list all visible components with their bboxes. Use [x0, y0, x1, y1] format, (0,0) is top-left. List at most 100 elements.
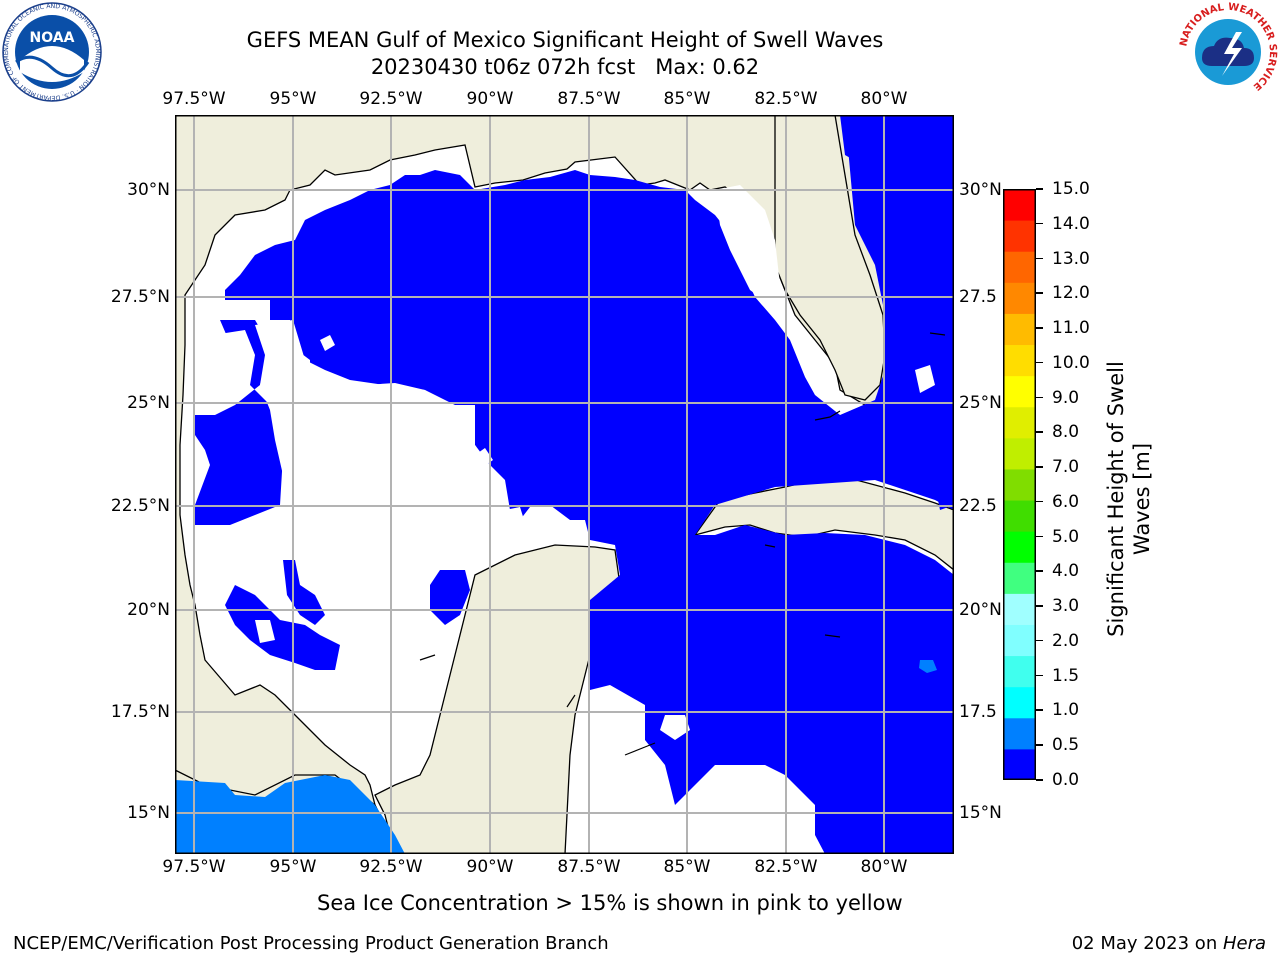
noaa-logo: NATIONAL OCEANIC AND ATMOSPHERIC ADMINIS… — [0, 0, 102, 102]
colorbar-tick-label: 12.0 — [1052, 283, 1090, 304]
colorbar-tick-mark — [1036, 431, 1043, 433]
lat-label-right: 17.5 — [959, 702, 997, 722]
colorbar-segment — [1003, 748, 1036, 780]
colorbar-tick-label: 1.0 — [1052, 700, 1080, 721]
lat-label-left: 17.5°N — [110, 702, 170, 722]
map-grid — [175, 115, 954, 854]
lat-label-right: 15°N — [959, 803, 1002, 823]
lon-label-top: 92.5°W — [359, 89, 423, 109]
lon-label-top: 87.5°W — [557, 89, 621, 109]
colorbar-segment — [1003, 624, 1036, 657]
colorbar-segment — [1003, 562, 1036, 594]
colorbar-tick-mark — [1036, 605, 1043, 607]
noaa-logo-text: NOAA — [30, 30, 75, 46]
lon-label-bottom: 82.5°W — [754, 857, 818, 877]
colorbar-tick-label: 5.0 — [1052, 526, 1080, 547]
lat-label-left: 22.5°N — [110, 496, 170, 516]
colorbar-segment — [1003, 500, 1036, 532]
colorbar-tick-mark — [1036, 709, 1043, 711]
colorbar-segment — [1003, 251, 1036, 283]
colorbar-segment — [1003, 375, 1036, 408]
colorbar-tick-mark — [1036, 327, 1043, 329]
lon-label-top: 82.5°W — [754, 89, 818, 109]
nws-logo: NATIONAL WEATHER SERVICE — [1178, 2, 1278, 102]
colorbar-tick-mark — [1036, 639, 1043, 642]
colorbar-tick-mark — [1036, 466, 1043, 468]
lon-label-top: 95°W — [269, 89, 317, 109]
colorbar-segment — [1003, 593, 1036, 625]
colorbar-tick-label: 14.0 — [1052, 213, 1090, 234]
lon-label-top: 80°W — [860, 89, 908, 109]
colorbar-tick-label: 4.0 — [1052, 561, 1080, 582]
lat-label-left: 27.5°N — [110, 287, 170, 307]
lon-label-top: 90°W — [466, 89, 514, 109]
yucatan-land — [374, 544, 621, 854]
colorbar-tick-mark — [1036, 500, 1043, 503]
lon-label-bottom: 97.5°W — [162, 857, 226, 877]
colorbar-tick-mark — [1036, 292, 1043, 294]
lon-label-top: 97.5°W — [162, 89, 226, 109]
map-panel — [175, 115, 954, 854]
colorbar-segment — [1003, 282, 1036, 314]
footer-credit: NCEP/EMC/Verification Post Processing Pr… — [13, 933, 609, 954]
colorbar-tick-label: 0.5 — [1052, 735, 1080, 756]
swell-spot-mid — [919, 660, 937, 673]
colorbar-tick-mark — [1036, 222, 1043, 225]
colorbar-label-line1: Significant Height of Swell — [1104, 361, 1128, 637]
lat-label-right: 27.5 — [959, 287, 997, 307]
colorbar-segment — [1003, 406, 1036, 439]
colorbar — [1003, 189, 1036, 780]
colorbar-tick-mark — [1036, 674, 1043, 677]
florida-land — [774, 115, 886, 401]
colorbar-tick-label: 0.0 — [1052, 770, 1080, 790]
map-frame — [175, 115, 954, 854]
sea-ice-note: Sea Ice Concentration > 15% is shown in … — [317, 891, 903, 915]
colorbar-label-line2: Waves [m] — [1130, 442, 1154, 556]
colorbar-tick-mark — [1036, 361, 1043, 364]
lat-label-right: 25°N — [959, 393, 1002, 413]
lat-label-right: 20°N — [959, 600, 1002, 620]
colorbar-segment — [1003, 655, 1036, 688]
colorbar-segment — [1003, 717, 1036, 750]
lat-label-left: 15°N — [127, 803, 170, 823]
lon-label-bottom: 80°W — [860, 857, 908, 877]
map-title: GEFS MEAN Gulf of Mexico Significant Hei… — [246, 28, 884, 52]
colorbar-tick-label: 9.0 — [1052, 387, 1080, 408]
footer-date: 02 May 2023 on Hera — [1072, 933, 1266, 954]
colorbar-tick-label: 2.0 — [1052, 630, 1080, 651]
colorbar-tick-label: 10.0 — [1052, 352, 1090, 373]
lat-label-left: 20°N — [127, 600, 170, 620]
lon-label-bottom: 90°W — [466, 857, 514, 877]
coastline-details — [419, 332, 946, 756]
colorbar-tick-label: 13.0 — [1052, 248, 1090, 269]
colorbar-segment — [1003, 437, 1036, 470]
colorbar-tick-label: 6.0 — [1052, 491, 1080, 512]
lat-label-left: 30°N — [127, 180, 170, 200]
colorbar-segment — [1003, 344, 1036, 377]
colorbar-tick-label: 1.5 — [1052, 665, 1080, 686]
lon-label-bottom: 85°W — [663, 857, 711, 877]
lon-label-bottom: 95°W — [269, 857, 317, 877]
lat-label-right: 22.5 — [959, 496, 997, 516]
colorbar-tick-label: 3.0 — [1052, 596, 1080, 617]
colorbar-tick-mark — [1036, 779, 1043, 781]
colorbar-tick-label: 15.0 — [1052, 179, 1090, 199]
map-subtitle: 20230430 t06z 072h fcst Max: 0.62 — [370, 55, 760, 79]
lat-label-right: 30°N — [959, 180, 1002, 200]
lon-label-bottom: 87.5°W — [557, 857, 621, 877]
colorbar-tick-mark — [1036, 535, 1043, 538]
colorbar-segment — [1003, 189, 1036, 221]
lon-label-bottom: 92.5°W — [359, 857, 423, 877]
lat-label-left: 25°N — [127, 393, 170, 413]
colorbar-tick-mark — [1036, 396, 1043, 399]
colorbar-tick-mark — [1036, 744, 1043, 746]
colorbar-label: Significant Height of Swell Waves [m] — [1103, 349, 1157, 649]
lon-label-top: 85°W — [663, 89, 711, 109]
swell-field-mid — [175, 775, 405, 854]
colorbar-tick-mark — [1036, 257, 1043, 260]
colorbar-tick-mark — [1036, 570, 1043, 572]
colorbar-segment — [1003, 686, 1036, 719]
swell-gaps — [213, 185, 935, 854]
colorbar-tick-label: 11.0 — [1052, 318, 1090, 339]
colorbar-tick-mark — [1036, 188, 1043, 190]
